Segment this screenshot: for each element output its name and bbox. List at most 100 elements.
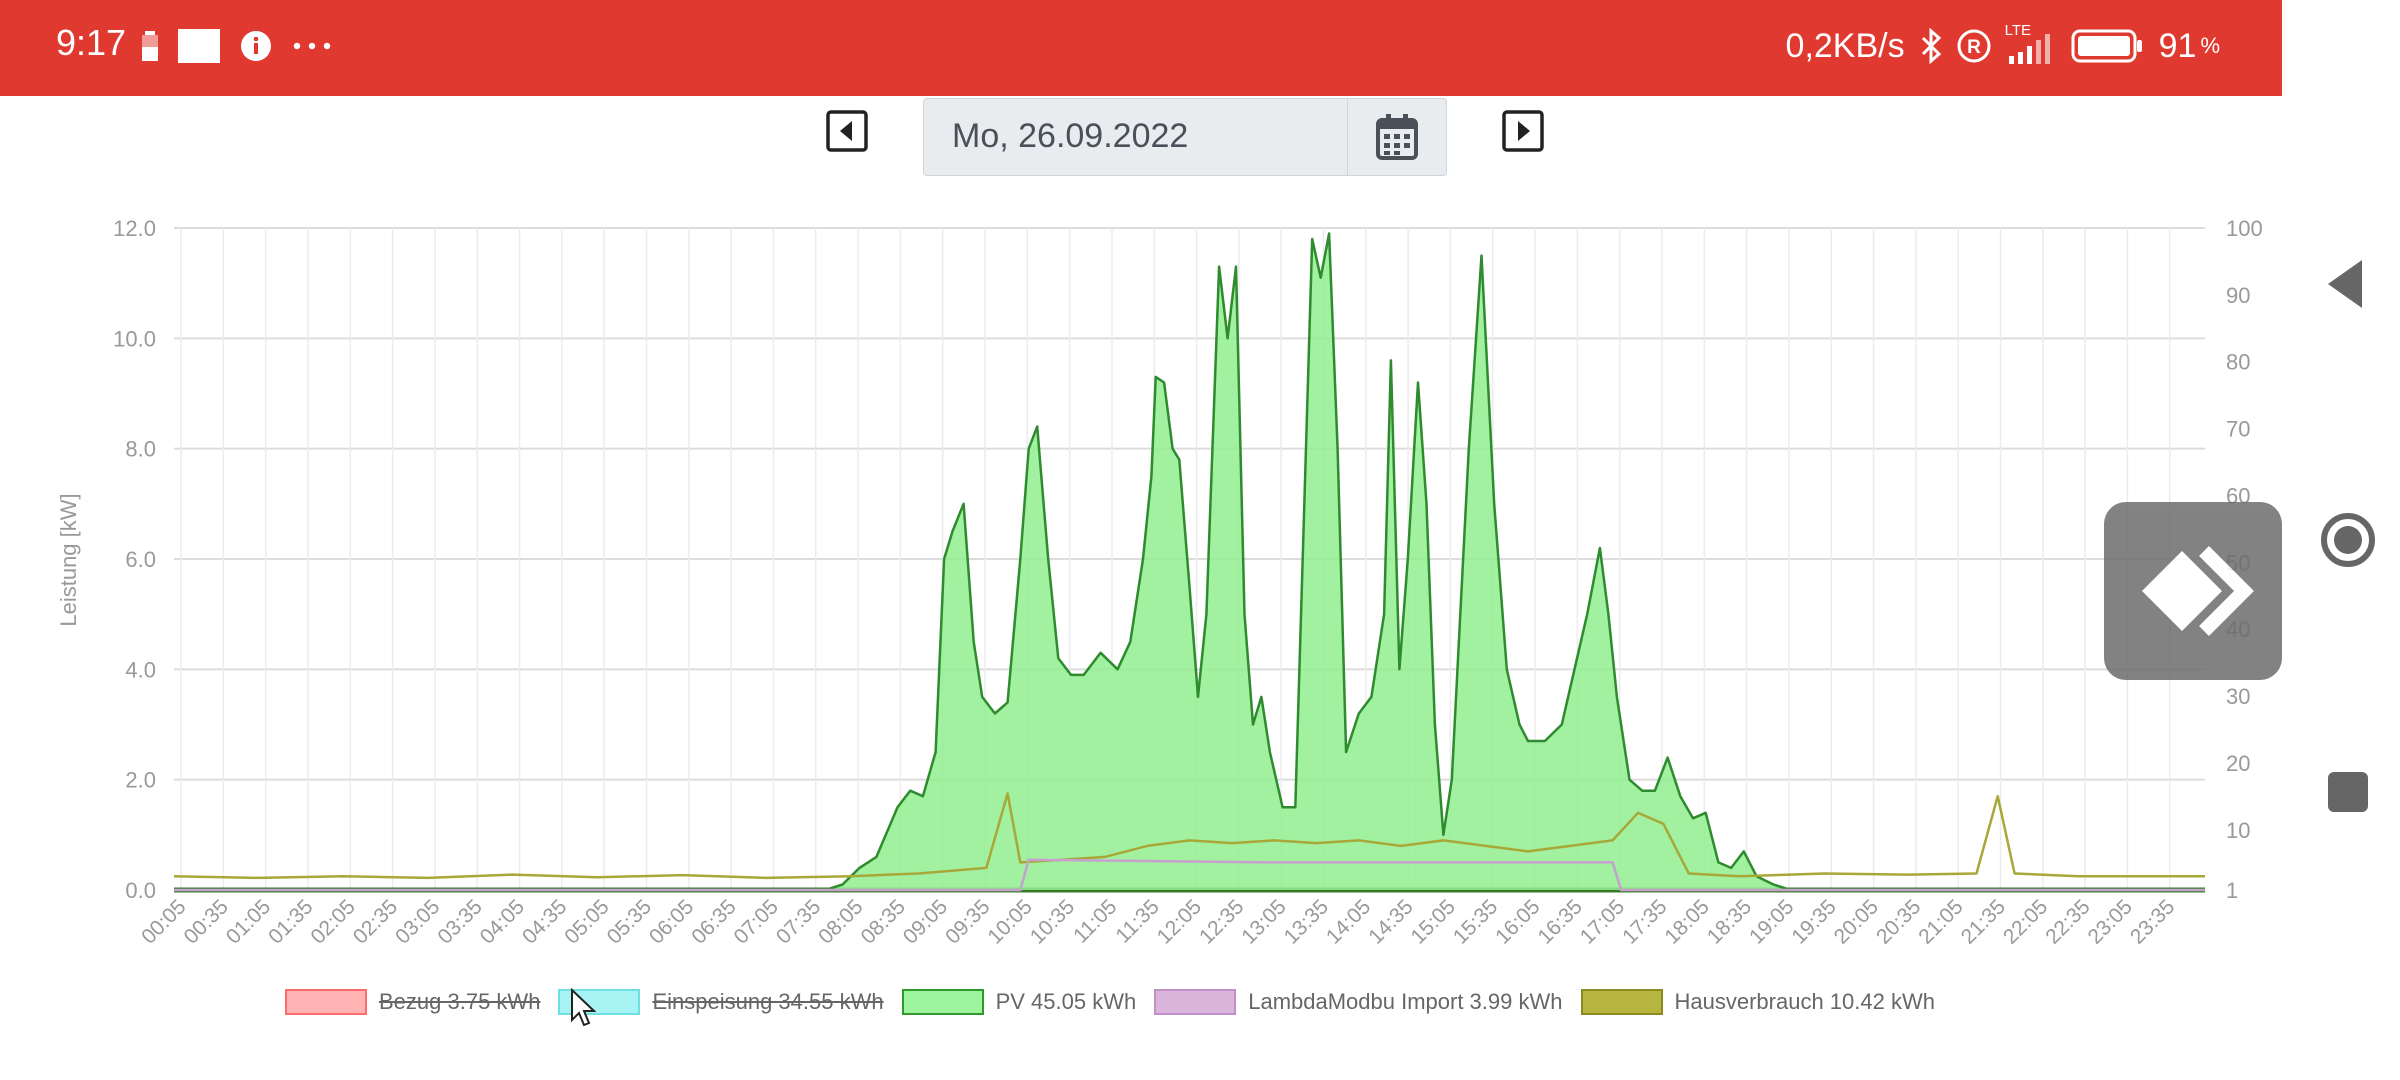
info-icon: [241, 31, 271, 61]
x-tick-label: 20:05: [1830, 895, 1883, 948]
x-tick-label: 09:35: [941, 895, 994, 948]
x-tick-label: 01:05: [222, 895, 275, 948]
x-tick-label: 07:05: [730, 895, 783, 948]
battery-icon: [2071, 29, 2142, 63]
battery-saver-icon: [142, 31, 158, 61]
series-area-pv-kwh: [174, 233, 2205, 890]
next-day-icon[interactable]: [1502, 110, 1544, 152]
x-tick-label: 08:35: [856, 895, 909, 948]
x-tick-label: 02:35: [349, 895, 402, 948]
x-tick-label: 13:05: [1237, 895, 1290, 948]
y-tick-label: 6.0: [125, 547, 156, 572]
signal-group: LTE: [2005, 22, 2057, 66]
date-field[interactable]: Mo, 26.09.2022: [923, 98, 1447, 176]
x-tick-label: 23:05: [2084, 895, 2137, 948]
power-chart: 0.02.04.06.08.010.012.0 1102030405060708…: [0, 190, 2282, 1070]
mouse-cursor-icon: [571, 988, 596, 1027]
x-tick-label: 06:35: [687, 895, 740, 948]
x-tick-label: 17:35: [1618, 895, 1671, 948]
legend-item[interactable]: PV 45.05 kWh: [901, 989, 1136, 1015]
legend-swatch: [285, 989, 367, 1015]
status-left-icons: [142, 22, 332, 70]
legend-label: LambdaModbu Import 3.99 kWh: [1248, 989, 1563, 1014]
x-tick-label: 03:05: [391, 895, 444, 948]
legend-swatch: [1580, 989, 1663, 1015]
x-tick-label: 05:35: [603, 895, 656, 948]
floating-assistant-widget[interactable]: [2104, 502, 2282, 680]
x-tick-label: 19:35: [1787, 895, 1840, 948]
x-tick-label: 22:05: [1999, 895, 2052, 948]
x-tick-label: 07:35: [772, 895, 825, 948]
system-navigation-bar: [2282, 0, 2400, 1080]
calendar-icon: [1376, 114, 1418, 160]
legend-item[interactable]: Einspeisung 34.55 kWh: [558, 989, 884, 1015]
x-tick-label: 17:05: [1576, 895, 1629, 948]
x-tick-label: 14:35: [1364, 895, 1417, 948]
y2-tick-label: 90: [2226, 283, 2250, 308]
x-tick-label: 04:05: [476, 895, 529, 948]
x-tick-label: 00:05: [137, 895, 190, 948]
y-tick-label: 2.0: [125, 768, 156, 793]
x-tick-label: 10:35: [1026, 895, 1079, 948]
registered-icon: R: [1957, 29, 1991, 63]
y-tick-label: 10.0: [113, 326, 156, 351]
status-right: 0,2KB/s R LTE 91 %: [1786, 22, 2220, 70]
legend-label: Einspeisung 34.55 kWh: [652, 989, 884, 1014]
battery-unit: %: [2200, 33, 2220, 58]
recents-icon[interactable]: [2326, 770, 2370, 814]
back-icon[interactable]: [2324, 258, 2364, 310]
series-line-hausverbrauch-kwh: [173, 792, 2205, 880]
y-tick-label: 8.0: [125, 437, 156, 462]
previous-day-icon[interactable]: [826, 110, 868, 152]
svg-text:R: R: [1967, 37, 1981, 58]
x-tick-label: 15:35: [1449, 895, 1502, 948]
x-tick-label: 18:05: [1660, 895, 1713, 948]
date-value[interactable]: Mo, 26.09.2022: [952, 117, 1189, 155]
x-tick-label: 21:05: [1914, 895, 1967, 948]
x-tick-label: 04:35: [518, 895, 571, 948]
calendar-button[interactable]: [1347, 99, 1446, 175]
chart-legend: Bezug 3.75 kWh Einspeisung 34.55 kWh PV 45…: [285, 984, 1935, 1020]
chart-svg: 0.02.04.06.08.010.012.0 1102030405060708…: [56, 216, 2263, 949]
y-tick-label: 0.0: [125, 878, 156, 903]
notification-box-icon: [178, 29, 220, 63]
y2-tick-label: 1: [2226, 878, 2238, 903]
legend-item[interactable]: Bezug 3.75 kWh: [285, 989, 540, 1015]
x-tick-label: 01:35: [264, 895, 317, 948]
y2-tick-label: 20: [2226, 751, 2250, 776]
assistant-diamond-icon: [2142, 546, 2254, 636]
legend-label: Hausverbrauch 10.42 kWh: [1674, 989, 1935, 1014]
y-axis-label: Leistung [kW]: [56, 493, 81, 626]
legend-swatch: [1154, 989, 1237, 1015]
x-tick-label: 22:35: [2041, 895, 2094, 948]
x-tick-label: 16:05: [1491, 895, 1544, 948]
y-tick-label: 4.0: [125, 657, 156, 682]
x-tick-label: 11:05: [1069, 895, 1121, 947]
network-speed: 0,2KB/s: [1785, 26, 1905, 65]
x-tick-label: 20:35: [1872, 895, 1925, 948]
legend-item[interactable]: LambdaModbu Import 3.99 kWh: [1154, 989, 1563, 1015]
home-icon[interactable]: [2320, 512, 2376, 568]
battery-level: 91: [2158, 26, 2197, 65]
date-navigation: Mo, 26.09.2022: [0, 96, 2282, 180]
x-tick-label: 14:05: [1322, 895, 1375, 948]
x-tick-label: 12:35: [1195, 895, 1248, 948]
y2-tick-label: 80: [2226, 350, 2250, 375]
legend-item[interactable]: Hausverbrauch 10.42 kWh: [1580, 989, 1935, 1015]
x-tick-label: 06:05: [645, 895, 698, 948]
series-line-lambdamodbu-import-kwh: [174, 858, 2205, 892]
y2-tick-label: 30: [2226, 684, 2250, 709]
y-tick-label: 12.0: [113, 216, 156, 241]
x-tick-label: 03:35: [433, 895, 486, 948]
x-tick-label: 00:35: [179, 895, 232, 948]
x-tick-label: 10:05: [983, 895, 1036, 948]
lte-label: LTE: [2004, 22, 2032, 39]
x-tick-label: 05:05: [560, 895, 613, 948]
x-tick-label: 11:35: [1111, 895, 1163, 947]
y2-tick-label: 100: [2226, 216, 2263, 241]
x-tick-label: 08:05: [814, 895, 867, 948]
bluetooth-icon: [1921, 28, 1941, 64]
x-tick-label: 12:05: [1153, 895, 1206, 948]
y2-tick-label: 70: [2226, 417, 2250, 442]
more-dots-icon: [293, 42, 331, 50]
